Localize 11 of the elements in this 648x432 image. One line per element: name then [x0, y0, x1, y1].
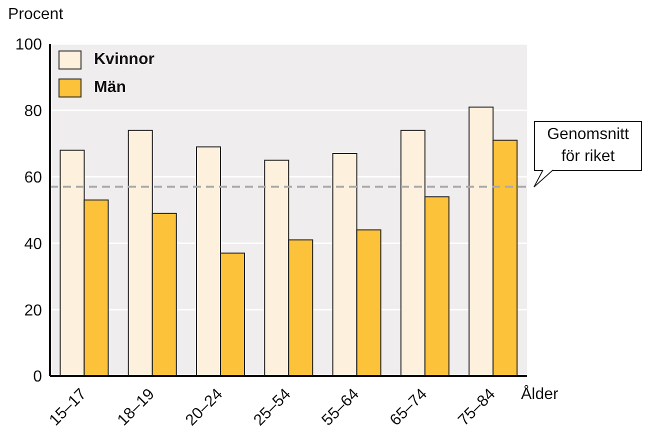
legend-label: Män [94, 79, 126, 97]
y-tick-label: 40 [24, 236, 42, 253]
y-tick-label: 100 [15, 36, 42, 54]
y-tick-label: 0 [33, 368, 42, 386]
y-tick-label: 80 [24, 103, 42, 120]
y-axis-title: Procent [8, 6, 64, 24]
legend-label: Kvinnor [94, 51, 154, 69]
ref-line-label: Genomsnitt för riket [546, 124, 630, 167]
y-tick-label: 60 [24, 169, 42, 186]
x-axis-title: Ålder [521, 386, 558, 404]
y-tick-label: 20 [24, 302, 42, 320]
